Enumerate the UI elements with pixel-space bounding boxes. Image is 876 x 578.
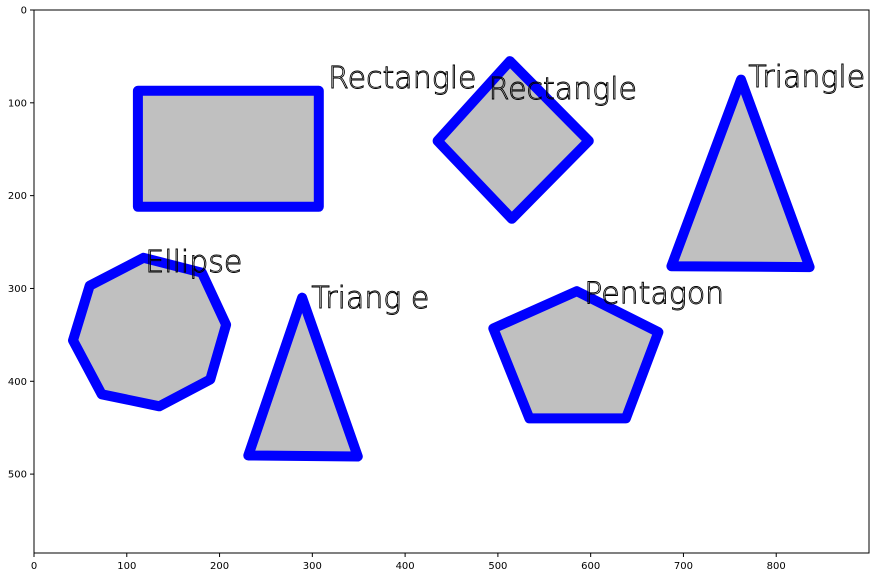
shape-label-0: Rectangle [328, 61, 476, 96]
shape-triangle-2 [666, 74, 815, 273]
image-content: Rectangle Rectangle Triangle Ellipse Triang … [34, 10, 869, 553]
shape-triang-e-4 [243, 292, 363, 462]
x-tick-label: 300 [303, 561, 322, 572]
shape-label-4: Triang e [311, 281, 429, 316]
y-tick-label: 200 [8, 191, 27, 202]
y-axis: 0 100 200 300 400 500 [8, 6, 34, 481]
shape-label-2: Triangle [748, 60, 865, 95]
x-tick-label: 100 [117, 561, 136, 572]
axes-frame [33, 9, 870, 554]
shape-rectangle-1 [432, 56, 594, 224]
x-tick-label: 400 [396, 561, 415, 572]
x-axis: 0 100 200 300 400 500 600 700 800 [31, 553, 786, 572]
x-tick-label: 600 [581, 561, 600, 572]
y-tick-label: 0 [21, 6, 27, 17]
shape-rectangle-0 [132, 85, 324, 212]
x-tick-label: 0 [31, 561, 37, 572]
shape-pentagon-5 [488, 286, 664, 424]
x-tick-label: 200 [210, 561, 229, 572]
y-tick-label: 400 [8, 377, 27, 388]
shape-label-1: Rectangle [489, 72, 637, 107]
y-tick-label: 100 [8, 98, 27, 109]
shape-label-5: Pentagon [584, 276, 724, 311]
shape-label-3: Ellipse [145, 245, 242, 280]
shape-ellipse-3 [68, 252, 232, 412]
x-tick-label: 500 [488, 561, 507, 572]
y-tick-label: 300 [8, 284, 27, 295]
x-tick-label: 700 [674, 561, 693, 572]
y-tick-label: 500 [8, 470, 27, 481]
x-tick-label: 800 [767, 561, 786, 572]
